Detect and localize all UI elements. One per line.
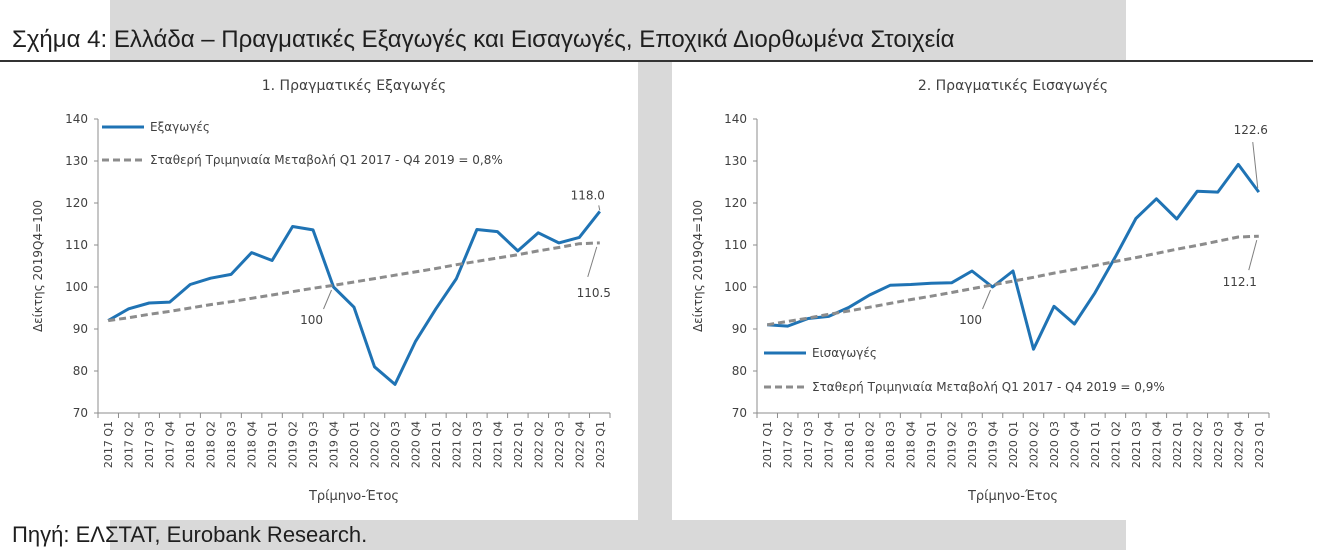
y-tick-label: 120: [724, 196, 747, 210]
x-tick-label: 2018 Q1: [843, 421, 856, 468]
trend-series-line: [107, 241, 600, 323]
x-tick-label: 2020 Q3: [1048, 421, 1061, 468]
data-label: 100: [959, 313, 982, 327]
chart-title: 2. Πραγματικές Εισαγωγές: [918, 78, 1108, 94]
data-label: 100: [300, 313, 323, 327]
x-tick-label: 2021 Q3: [471, 421, 484, 468]
x-tick-label: 2021 Q3: [1130, 421, 1143, 468]
y-tick-label: 90: [732, 322, 747, 336]
x-tick-label: 2023 Q1: [1253, 421, 1266, 468]
y-tick-label: 90: [73, 322, 88, 336]
y-tick-label: 120: [65, 196, 88, 210]
chart-title: 1. Πραγματικές Εξαγωγές: [262, 78, 446, 94]
y-axis-title: Δείκτης 2019Q4=100: [691, 200, 705, 332]
x-tick-label: 2019 Q3: [307, 421, 320, 468]
x-tick-label: 2019 Q1: [925, 421, 938, 468]
y-tick-label: 110: [724, 238, 747, 252]
figure-title: Σχήμα 4: Ελλάδα – Πραγματικές Εξαγωγές κ…: [12, 26, 955, 53]
y-tick-label: 100: [724, 280, 747, 294]
annotation-leader: [598, 205, 601, 211]
y-tick-label: 130: [724, 154, 747, 168]
source-note: Πηγή: ΕΛΣΤΑΤ, Eurobank Research.: [12, 522, 368, 547]
x-tick-label: 2022 Q1: [1171, 421, 1184, 468]
x-tick-label: 2021 Q4: [491, 421, 504, 468]
y-tick-label: 140: [724, 112, 747, 126]
x-tick-label: 2021 Q1: [1089, 421, 1102, 468]
y-tick-label: 100: [65, 280, 88, 294]
x-tick-label: 2022 Q4: [1232, 421, 1245, 468]
annotation-leader: [982, 289, 991, 310]
x-tick-label: 2022 Q3: [553, 421, 566, 468]
x-tick-label: 2019 Q1: [266, 421, 279, 468]
x-tick-label: 2021 Q4: [1150, 421, 1163, 468]
x-tick-label: 2018 Q1: [184, 421, 197, 468]
x-tick-label: 2017 Q2: [123, 421, 136, 468]
x-tick-label: 2020 Q1: [1007, 421, 1020, 468]
x-tick-label: 2017 Q1: [102, 421, 115, 468]
x-tick-label: 2020 Q4: [409, 421, 422, 468]
annotation-leader: [1252, 142, 1259, 189]
x-tick-label: 2020 Q4: [1068, 421, 1081, 468]
x-tick-label: 2017 Q3: [802, 421, 815, 468]
x-tick-label: 2019 Q2: [287, 421, 300, 468]
x-tick-label: 2019 Q3: [966, 421, 979, 468]
exports-chart: 1. Πραγματικές Εξαγωγές 70 80 90 100 110 120 13…: [31, 78, 611, 504]
x-tick-label: 2017 Q2: [782, 421, 795, 468]
x-tick-label: 2023 Q1: [594, 421, 607, 468]
y-tick-label: 80: [73, 364, 88, 378]
x-tick-label: 2019 Q4: [987, 421, 1000, 468]
x-tick-label: 2020 Q2: [1027, 421, 1040, 468]
x-tick-label: 2019 Q4: [328, 421, 341, 468]
y-tick-label: 70: [73, 406, 88, 420]
x-tick-label: 2022 Q1: [512, 421, 525, 468]
x-tick-label: 2022 Q2: [1191, 421, 1204, 468]
x-tick-label: 2018 Q2: [205, 421, 218, 468]
x-tick-label: 2017 Q4: [823, 421, 836, 468]
legend-actual-label: Εισαγωγές: [812, 346, 877, 360]
x-tick-label: 2021 Q1: [430, 421, 443, 468]
y-tick-label: 130: [65, 154, 88, 168]
legend-trend-label: Σταθερή Τριμηνιαία Μεταβολή Q1 2017 - Q4…: [150, 153, 503, 167]
x-tick-label: 2019 Q2: [946, 421, 959, 468]
x-tick-label: 2020 Q1: [348, 421, 361, 468]
actual-series-line: [767, 162, 1261, 351]
title-rule: [0, 60, 1313, 62]
y-tick-label: 110: [65, 238, 88, 252]
x-tick-label: 2017 Q3: [143, 421, 156, 468]
x-tick-label: 2020 Q3: [389, 421, 402, 468]
annotation-leader: [1248, 240, 1258, 271]
x-tick-label: 2021 Q2: [1109, 421, 1122, 468]
x-tick-label: 2018 Q4: [905, 421, 918, 468]
y-tick-label: 70: [732, 406, 747, 420]
data-label: 112.1: [1223, 275, 1257, 289]
legend-actual-label: Εξαγωγές: [150, 120, 210, 134]
x-tick-label: 2018 Q3: [884, 421, 897, 468]
x-axis-title: Τρίμηνο-Έτος: [967, 489, 1058, 504]
annotation-leader: [587, 246, 598, 278]
x-tick-label: 2022 Q3: [1212, 421, 1225, 468]
data-label: 118.0: [571, 188, 605, 202]
y-tick-label: 140: [65, 112, 88, 126]
actual-series-line: [107, 210, 601, 386]
y-tick-label: 80: [732, 364, 747, 378]
x-tick-label: 2018 Q2: [864, 421, 877, 468]
x-tick-label: 2020 Q2: [368, 421, 381, 468]
annotation-leader: [323, 289, 332, 310]
trend-series-line: [766, 234, 1259, 327]
x-tick-label: 2018 Q3: [225, 421, 238, 468]
x-tick-label: 2022 Q4: [573, 421, 586, 468]
data-label: 110.5: [577, 286, 611, 300]
x-tick-label: 2022 Q2: [532, 421, 545, 468]
legend-trend-label: Σταθερή Τριμηνιαία Μεταβολή Q1 2017 - Q4…: [812, 380, 1165, 394]
x-tick-label: 2017 Q4: [164, 421, 177, 468]
y-axis-title: Δείκτης 2019Q4=100: [31, 200, 45, 332]
x-tick-label: 2018 Q4: [246, 421, 259, 468]
imports-chart-panel: 2. Πραγματικές Εισαγωγές 70 80 90 100 110 120 1…: [672, 62, 1298, 520]
exports-chart-panel: 1. Πραγματικές Εξαγωγές 70 80 90 100 110 120 13…: [12, 62, 638, 520]
x-tick-label: 2021 Q2: [450, 421, 463, 468]
x-tick-label: 2017 Q1: [761, 421, 774, 468]
data-label: 122.6: [1234, 123, 1268, 137]
x-axis-title: Τρίμηνο-Έτος: [308, 489, 399, 504]
imports-chart: 2. Πραγματικές Εισαγωγές 70 80 90 100 110 120 1…: [691, 78, 1270, 504]
